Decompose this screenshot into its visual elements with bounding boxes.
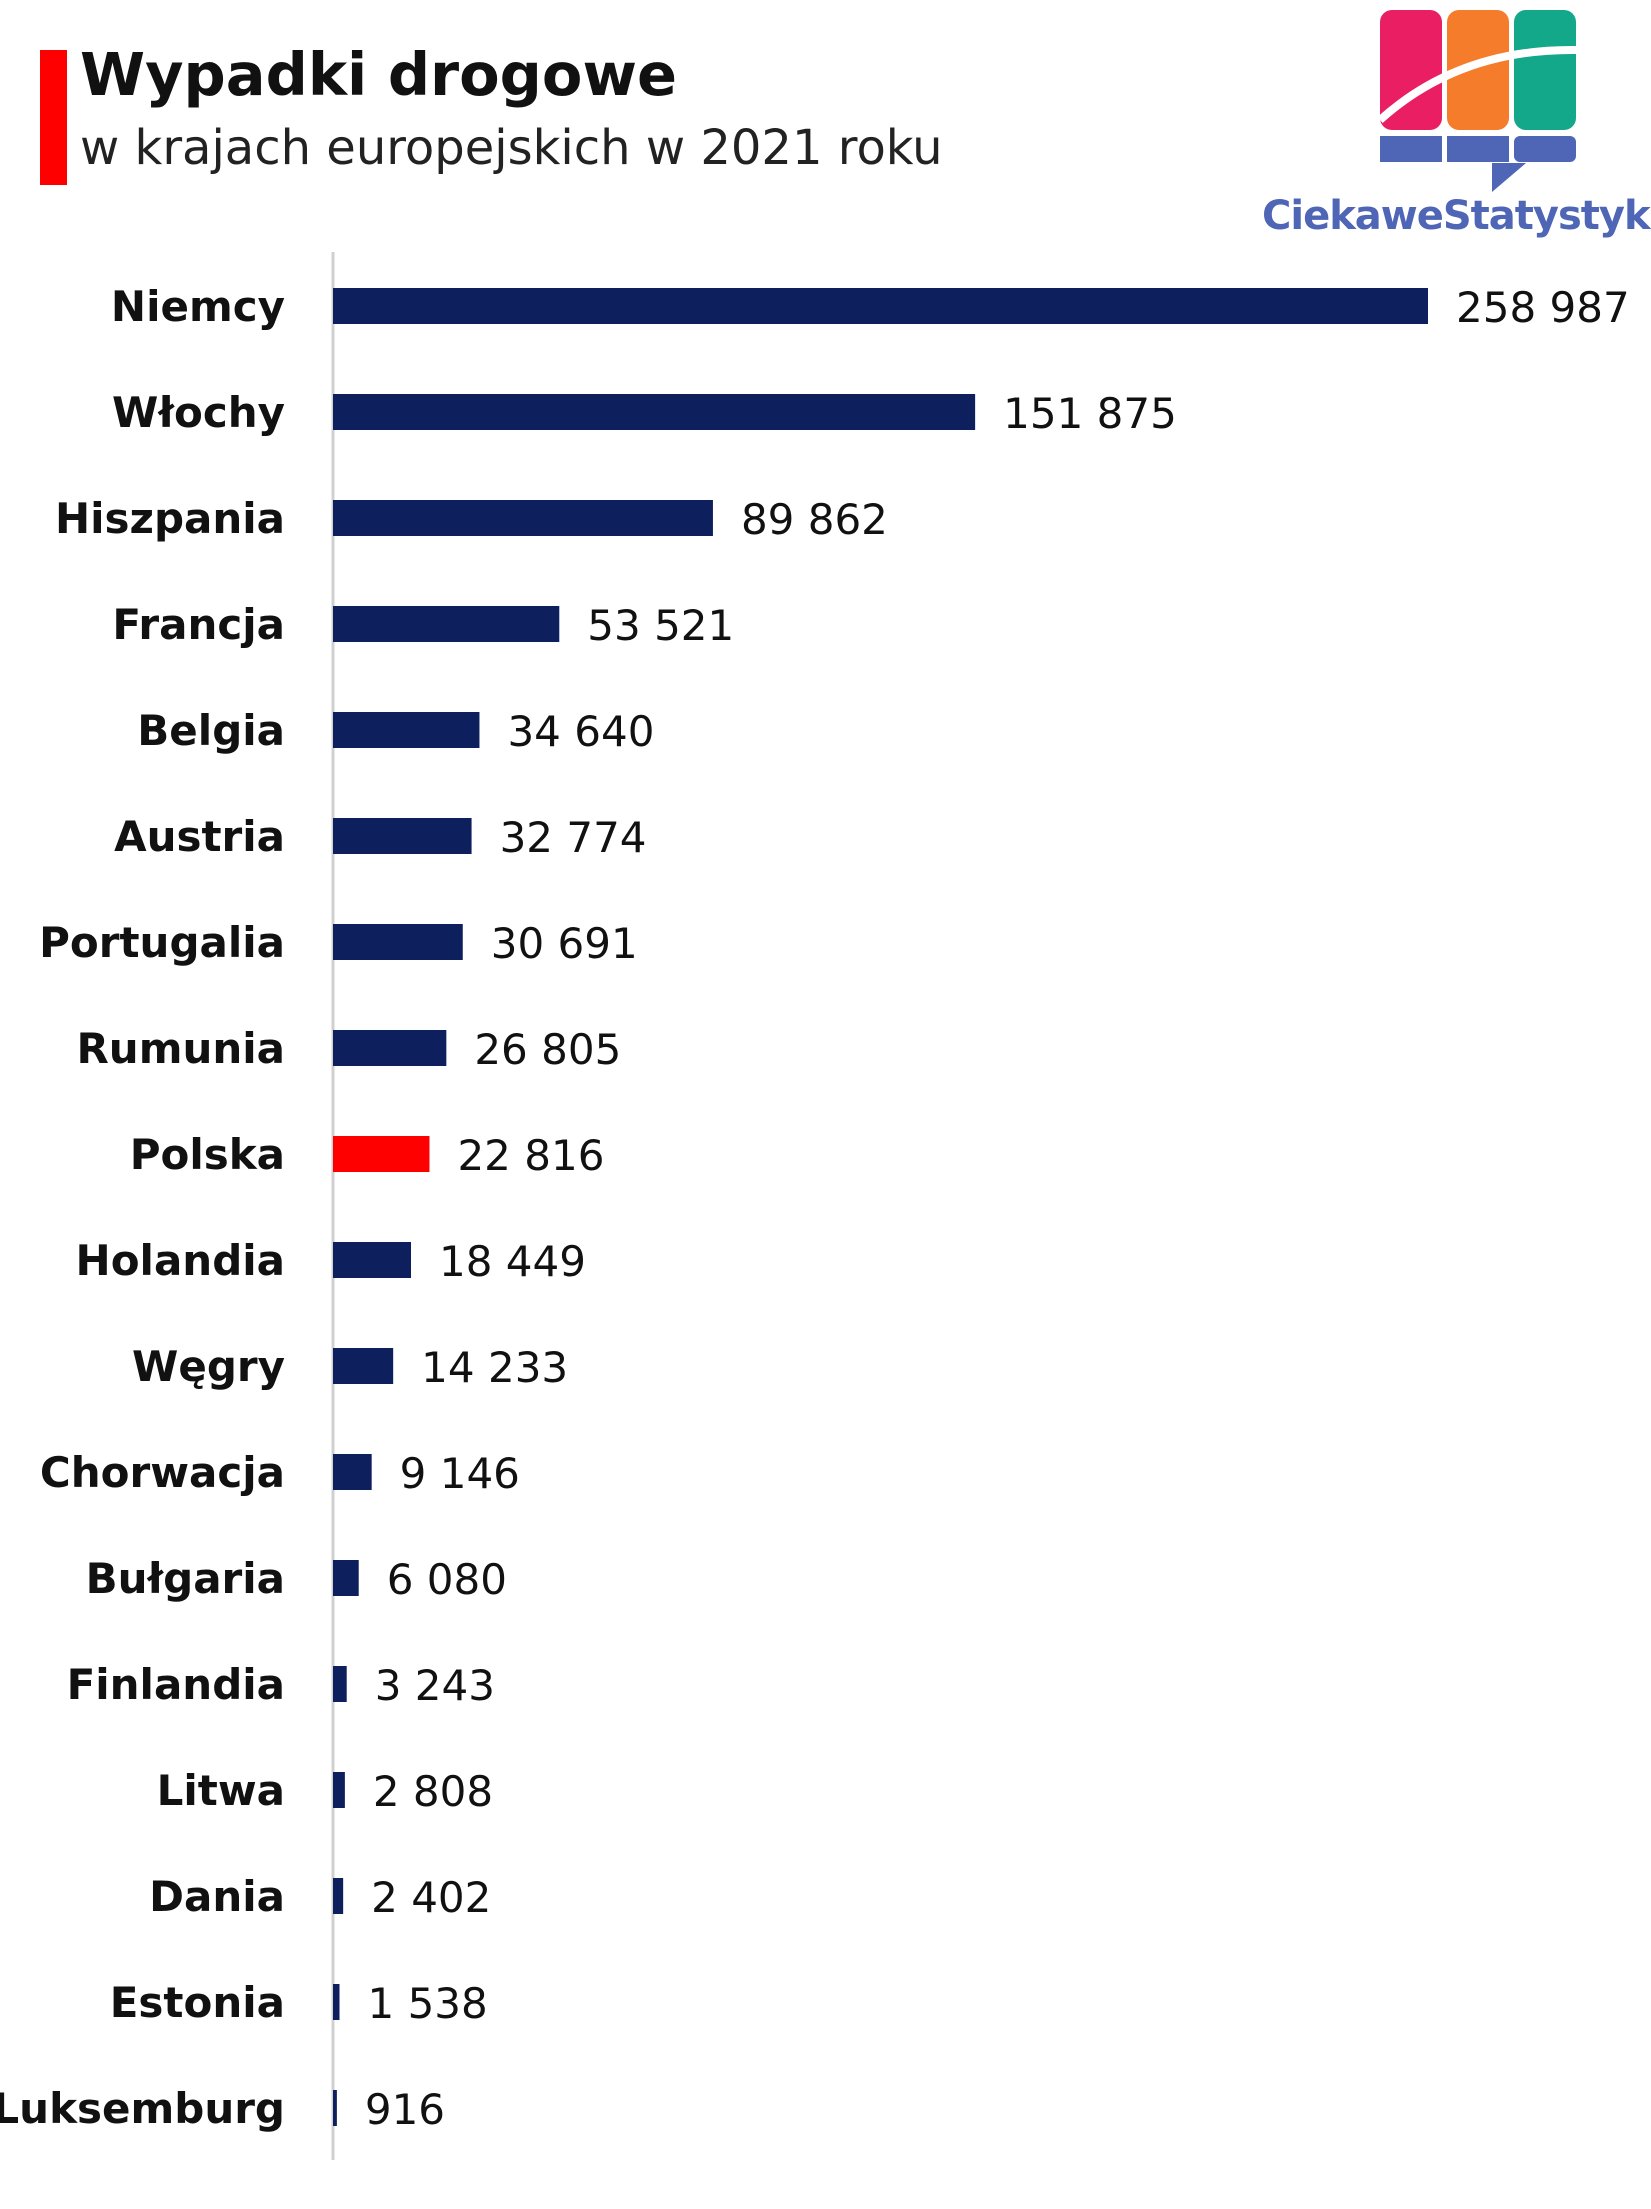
category-label: Francja bbox=[112, 600, 285, 649]
category-label: Holandia bbox=[76, 1236, 285, 1285]
category-label: Dania bbox=[149, 1872, 285, 1921]
category-label: Portugalia bbox=[39, 918, 285, 967]
bar bbox=[333, 1348, 394, 1384]
bar bbox=[333, 1136, 430, 1172]
category-label: Hiszpania bbox=[55, 494, 285, 543]
bar bbox=[333, 1560, 359, 1596]
category-label: Austria bbox=[114, 812, 285, 861]
value-label: 14 233 bbox=[421, 1343, 568, 1392]
chart-title: Wypadki drogowe bbox=[80, 40, 677, 109]
value-label: 151 875 bbox=[1003, 389, 1177, 438]
value-label: 1 538 bbox=[368, 1979, 488, 2028]
bar bbox=[333, 1030, 447, 1066]
category-label: Litwa bbox=[157, 1766, 285, 1815]
category-label: Luksemburg bbox=[0, 2084, 285, 2133]
category-label: Węgry bbox=[132, 1342, 285, 1391]
bar bbox=[333, 818, 472, 854]
value-label: 2 402 bbox=[371, 1873, 491, 1922]
bar bbox=[333, 1242, 412, 1278]
bar bbox=[333, 1878, 344, 1914]
value-label: 2 808 bbox=[373, 1767, 493, 1816]
value-label: 258 987 bbox=[1456, 283, 1630, 332]
bar bbox=[333, 712, 480, 748]
category-label: Polska bbox=[130, 1130, 285, 1179]
value-label: 18 449 bbox=[439, 1237, 586, 1286]
chart-subtitle: w krajach europejskich w 2021 roku bbox=[80, 120, 943, 176]
bar bbox=[333, 1454, 372, 1490]
value-label: 53 521 bbox=[587, 601, 734, 650]
bar bbox=[333, 1666, 347, 1702]
value-label: 26 805 bbox=[474, 1025, 621, 1074]
bar bbox=[333, 288, 1428, 324]
category-label: Rumunia bbox=[76, 1024, 285, 1073]
category-label: Finlandia bbox=[67, 1660, 285, 1709]
value-label: 89 862 bbox=[741, 495, 888, 544]
value-label: 34 640 bbox=[507, 707, 654, 756]
bar bbox=[333, 606, 560, 642]
value-label: 30 691 bbox=[491, 919, 638, 968]
bar bbox=[333, 500, 713, 536]
value-label: 6 080 bbox=[387, 1555, 507, 1604]
bar bbox=[333, 1772, 345, 1808]
bar bbox=[333, 2090, 337, 2126]
value-label: 22 816 bbox=[457, 1131, 604, 1180]
category-label: Włochy bbox=[112, 388, 285, 437]
value-label: 9 146 bbox=[400, 1449, 520, 1498]
brand-name: CiekaweStatystyki.pl bbox=[1262, 193, 1651, 239]
value-label: 32 774 bbox=[500, 813, 647, 862]
category-label: Chorwacja bbox=[40, 1448, 285, 1497]
category-label: Estonia bbox=[110, 1978, 285, 2027]
title-accent-bar bbox=[40, 50, 67, 185]
bar bbox=[333, 1984, 340, 2020]
value-label: 916 bbox=[365, 2085, 445, 2134]
bar bbox=[333, 924, 463, 960]
category-label: Belgia bbox=[137, 706, 285, 755]
category-label: Niemcy bbox=[111, 282, 285, 331]
value-label: 3 243 bbox=[375, 1661, 495, 1710]
brand-logo-icon bbox=[1377, 10, 1579, 192]
bar bbox=[333, 394, 976, 430]
category-label: Bułgaria bbox=[86, 1554, 285, 1603]
